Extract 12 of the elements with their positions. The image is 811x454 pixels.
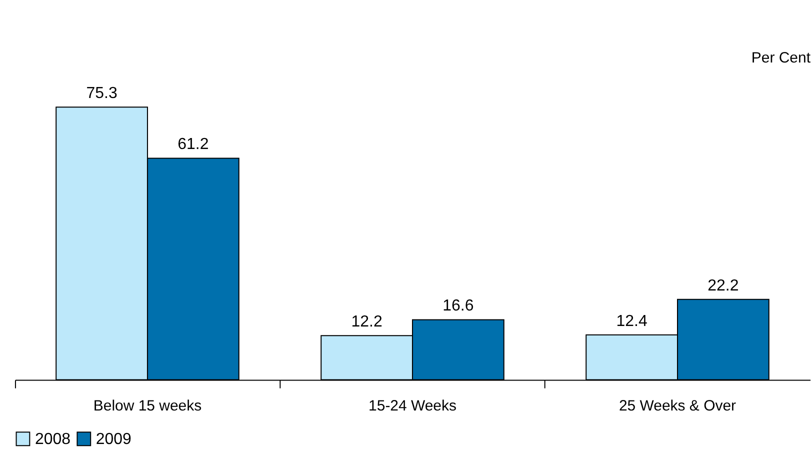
legend-label: 2009: [96, 430, 132, 448]
data-label: 16.6: [442, 298, 474, 315]
x-tick-label: 25 Weeks & Over: [618, 397, 736, 414]
x-tick-label: 15-24 Weeks: [368, 397, 456, 414]
legend-label: 2008: [34, 430, 71, 448]
data-label: 75.3: [86, 85, 118, 102]
y-axis-title: Per Cent: [751, 50, 811, 67]
x-tick-label: Below 15 weeks: [93, 397, 202, 414]
data-label: 12.4: [616, 312, 648, 330]
data-label: 22.2: [708, 277, 739, 294]
data-label: 12.2: [351, 314, 382, 331]
data-label: 61.2: [178, 136, 209, 154]
